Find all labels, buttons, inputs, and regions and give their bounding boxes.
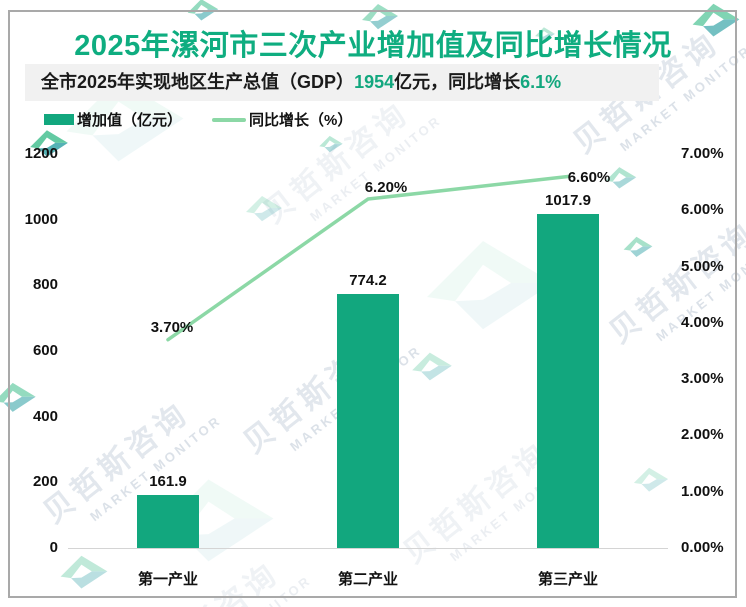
subtitle-text: 亿元，同比增长	[394, 72, 521, 92]
right-axis-tick: 4.00%	[681, 313, 724, 331]
right-axis-tick: 1.00%	[681, 482, 724, 500]
category-label: 第一产业	[137, 571, 198, 588]
left-axis-tick: 600	[32, 342, 58, 359]
bar-第二产业[interactable]	[337, 293, 399, 548]
left-axis-tick: 800	[32, 276, 58, 294]
left-axis-tick: 1000	[24, 210, 58, 228]
left-axis-tick: 200	[32, 473, 58, 491]
legend-label: 同比增长（%）	[249, 112, 353, 129]
right-axis-tick: 7.00%	[681, 145, 724, 162]
bar-value-label: 1017.9	[545, 191, 591, 209]
line-value-label: 6.20%	[364, 179, 408, 197]
bar-series-swatch-icon	[44, 114, 74, 125]
subtitle-growth-value: 6.1%	[520, 72, 562, 92]
x-axis-line	[68, 548, 668, 549]
bar-value-label: 161.9	[149, 472, 187, 490]
legend-item-line[interactable]: 同比增长（%）	[212, 109, 352, 130]
category-label: 第二产业	[337, 571, 398, 588]
chart-title: 2025年漯河市三次产业增加值及同比增长情况	[74, 30, 672, 62]
left-axis-tick: 0	[49, 539, 58, 556]
right-axis-tick: 3.00%	[681, 370, 724, 388]
bar-第三产业[interactable]	[537, 213, 599, 548]
line-series-swatch-icon	[212, 117, 247, 122]
left-axis-tick: 400	[32, 407, 58, 425]
right-axis-tick: 2.00%	[681, 426, 724, 444]
line-value-label: 6.60%	[567, 168, 611, 186]
subtitle-gdp-value: 1954	[354, 72, 395, 92]
left-axis-tick: 1200	[24, 145, 58, 162]
line-value-label: 3.70%	[150, 318, 194, 336]
right-axis-tick: 6.00%	[681, 201, 724, 219]
category-label: 第三产业	[537, 571, 598, 588]
bar-第一产业[interactable]	[137, 494, 199, 548]
right-axis-tick: 0.00%	[681, 539, 724, 556]
right-axis-tick: 5.00%	[681, 257, 724, 275]
bar-value-label: 774.2	[349, 271, 387, 289]
